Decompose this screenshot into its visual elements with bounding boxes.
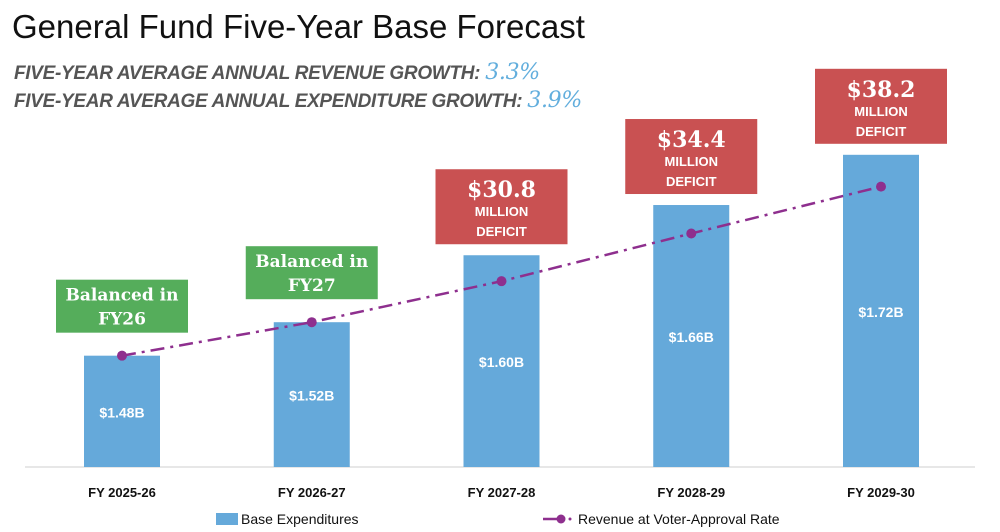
expenditure-growth-subtitle: FIVE-YEAR AVERAGE ANNUAL EXPENDITURE GRO…	[14, 88, 582, 113]
deficit-amount: $38.2	[847, 77, 916, 103]
revenue-point	[876, 181, 886, 192]
expenditure-growth-label: FIVE-YEAR AVERAGE ANNUAL EXPENDITURE GRO…	[14, 91, 523, 112]
x-tick-label: FY 2026-27	[278, 485, 346, 500]
bar-base-expenditures	[84, 355, 160, 467]
deficit-amount: $34.4	[657, 127, 726, 153]
x-tick-label: FY 2027-28	[468, 485, 536, 500]
revenue-point	[306, 317, 317, 328]
bar-data-label: $1.72B	[858, 304, 903, 320]
legend-line-dot	[568, 517, 572, 521]
balanced-callout	[56, 279, 188, 333]
deficit-label: DEFICIT	[856, 124, 907, 139]
deficit-callout	[435, 169, 568, 245]
bar-base-expenditures	[273, 322, 350, 467]
bar-base-expenditures	[843, 154, 919, 467]
balanced-callout-text: FY26	[98, 310, 146, 330]
expenditure-growth-value: 3.9%	[527, 88, 582, 113]
x-tick-label: FY 2028-29	[657, 485, 725, 500]
bar-data-label: $1.48B	[99, 404, 144, 420]
legend-bar-swatch	[216, 513, 238, 525]
balanced-callout	[245, 246, 378, 300]
legend-line-marker	[556, 514, 566, 524]
deficit-unit: MILLION	[665, 154, 718, 169]
balanced-callout-text: Balanced in	[255, 252, 368, 272]
bar-data-label: $1.60B	[479, 354, 524, 370]
legend-line-label: Revenue at Voter-Approval Rate	[578, 511, 780, 527]
deficit-unit: MILLION	[854, 104, 907, 119]
deficit-callout	[815, 68, 947, 144]
x-tick-label: FY 2029-30	[847, 485, 915, 500]
chart-title: General Fund Five-Year Base Forecast	[12, 8, 585, 45]
revenue-point	[117, 350, 127, 361]
revenue-growth-label: FIVE-YEAR AVERAGE ANNUAL REVENUE GROWTH:	[14, 63, 481, 84]
revenue-point	[686, 228, 697, 239]
revenue-point	[496, 276, 507, 287]
deficit-label: DEFICIT	[666, 174, 717, 189]
bar-base-expenditures	[463, 255, 540, 467]
revenue-growth-value: 3.3%	[485, 60, 540, 85]
bar-data-label: $1.52B	[289, 388, 334, 404]
deficit-callout	[625, 119, 758, 195]
deficit-unit: MILLION	[475, 204, 528, 219]
deficit-label: DEFICIT	[476, 224, 527, 239]
bar-base-expenditures	[653, 205, 730, 468]
balanced-callout-text: Balanced in	[65, 286, 178, 306]
balanced-callout-text: FY27	[288, 276, 336, 296]
deficit-amount: $30.8	[467, 177, 536, 203]
revenue-growth-subtitle: FIVE-YEAR AVERAGE ANNUAL REVENUE GROWTH:…	[14, 60, 540, 85]
x-tick-label: FY 2025-26	[88, 485, 156, 500]
bar-data-label: $1.66B	[669, 329, 714, 345]
legend-bar-label: Base Expenditures	[241, 511, 359, 527]
